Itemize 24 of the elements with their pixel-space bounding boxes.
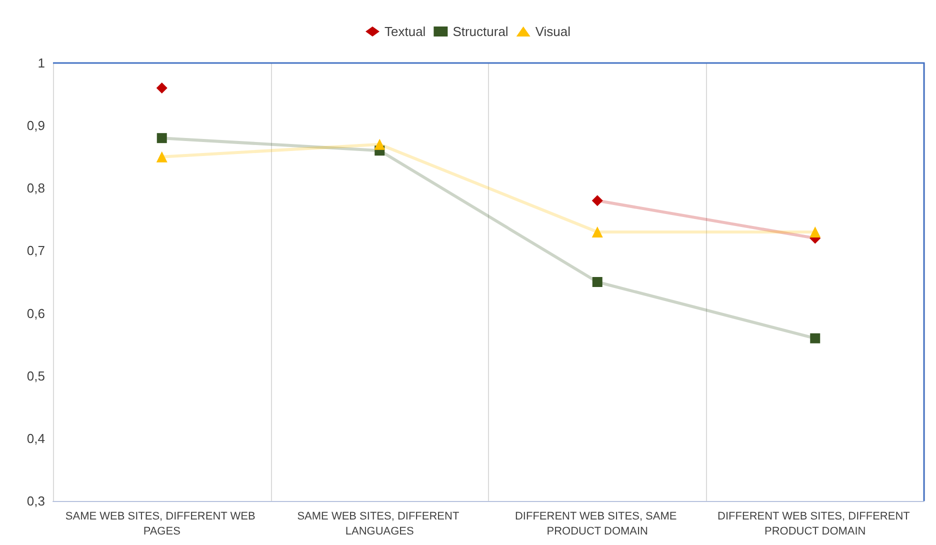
- point: [810, 333, 820, 344]
- x-tick-label: DIFFERENT WEB SITES, DIFFERENT PRODUCT DOMAIN: [718, 510, 913, 538]
- x-tick-label: SAME WEB SITES, DIFFERENT WEB PAGES: [65, 510, 258, 538]
- x-tick-label: SAME WEB SITES, DIFFERENT LANGUAGES: [297, 510, 462, 538]
- y-tick-label: 1: [38, 56, 45, 70]
- point: [156, 151, 168, 162]
- y-tick-label: 0,8: [26, 180, 45, 196]
- y-tick-label: 0,4: [26, 430, 45, 446]
- legend-label: Textual: [384, 24, 426, 39]
- point: [592, 195, 603, 206]
- point: [592, 277, 602, 287]
- point: [156, 82, 168, 94]
- y-tick-label: 0,7: [26, 243, 45, 258]
- y-tick-label: 0,6: [26, 306, 45, 321]
- y-tick-label: 0,3: [26, 494, 45, 508]
- x-tick-label: DIFFERENT WEB SITES, SAME PRODUCT DOMAIN: [514, 510, 680, 538]
- legend-label: Visual: [535, 24, 571, 39]
- y-tick-label: 0,9: [26, 118, 45, 134]
- point: [592, 226, 603, 238]
- point: [156, 133, 167, 144]
- point: [374, 138, 386, 150]
- legend-label: Structural: [452, 24, 508, 39]
- y-tick-label: 0,5: [26, 368, 45, 384]
- point: [810, 226, 821, 238]
